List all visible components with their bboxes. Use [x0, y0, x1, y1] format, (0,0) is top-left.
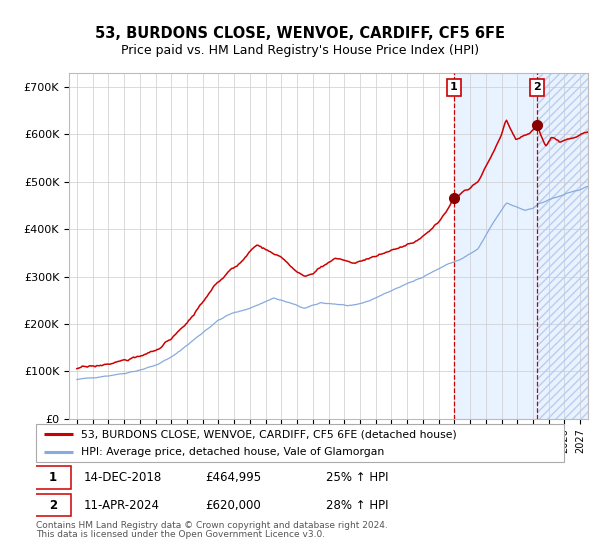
Text: 1: 1 — [450, 82, 458, 92]
Text: Price paid vs. HM Land Registry's House Price Index (HPI): Price paid vs. HM Land Registry's House … — [121, 44, 479, 57]
Text: 14-DEC-2018: 14-DEC-2018 — [83, 471, 162, 484]
Text: This data is licensed under the Open Government Licence v3.0.: This data is licensed under the Open Gov… — [36, 530, 325, 539]
Text: £464,995: £464,995 — [205, 471, 261, 484]
FancyBboxPatch shape — [36, 424, 564, 462]
Text: 11-APR-2024: 11-APR-2024 — [83, 499, 160, 512]
FancyBboxPatch shape — [35, 494, 71, 516]
Text: 2: 2 — [533, 82, 541, 92]
Text: £620,000: £620,000 — [205, 499, 261, 512]
Text: 28% ↑ HPI: 28% ↑ HPI — [326, 499, 389, 512]
Text: Contains HM Land Registry data © Crown copyright and database right 2024.: Contains HM Land Registry data © Crown c… — [36, 521, 388, 530]
Bar — [538, 73, 588, 419]
Text: 1: 1 — [49, 471, 57, 484]
Text: HPI: Average price, detached house, Vale of Glamorgan: HPI: Average price, detached house, Vale… — [81, 447, 384, 457]
Text: 53, BURDONS CLOSE, WENVOE, CARDIFF, CF5 6FE: 53, BURDONS CLOSE, WENVOE, CARDIFF, CF5 … — [95, 26, 505, 41]
Bar — [454, 73, 588, 419]
Text: 53, BURDONS CLOSE, WENVOE, CARDIFF, CF5 6FE (detached house): 53, BURDONS CLOSE, WENVOE, CARDIFF, CF5 … — [81, 429, 457, 439]
Text: 2: 2 — [49, 499, 57, 512]
Text: 25% ↑ HPI: 25% ↑ HPI — [326, 471, 389, 484]
FancyBboxPatch shape — [35, 466, 71, 489]
